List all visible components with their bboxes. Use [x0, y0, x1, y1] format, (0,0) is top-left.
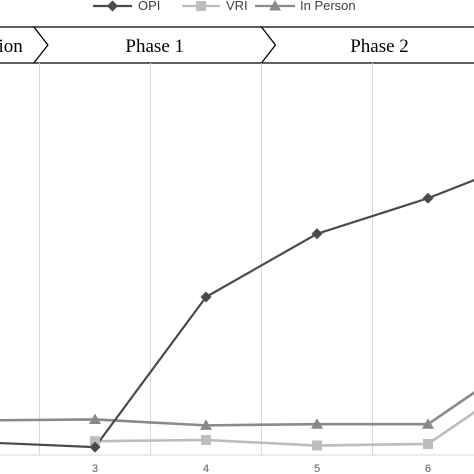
data-point — [311, 228, 323, 240]
legend-label: VRI — [226, 0, 248, 13]
data-point — [423, 438, 433, 449]
data-point — [200, 419, 212, 430]
legend-item: OPI — [93, 0, 160, 13]
x-tick-label: 3 — [92, 463, 98, 474]
phase-chevron — [260, 26, 474, 64]
data-point — [201, 434, 211, 445]
data-point — [422, 418, 434, 429]
x-tick-label: 6 — [425, 463, 431, 474]
x-tick-label: 4 — [203, 463, 209, 474]
x-tick-label: 5 — [314, 463, 320, 474]
legend-swatch-marker — [196, 1, 206, 11]
legend-item: VRI — [182, 0, 248, 13]
legend-swatch-marker — [107, 0, 118, 12]
data-point — [89, 441, 101, 453]
series-lines — [0, 179, 474, 449]
data-point — [89, 413, 101, 424]
series-line-opi — [0, 179, 474, 449]
data-point — [200, 291, 212, 303]
phase-label: tion — [0, 36, 23, 57]
data-point — [312, 440, 322, 451]
data-point — [422, 192, 434, 204]
legend-swatch-marker — [269, 0, 281, 11]
phase-band: tion Phase 1 Phase 2 — [0, 26, 474, 64]
legend-label: In Person — [300, 0, 356, 13]
data-point — [90, 436, 100, 447]
x-tick-labels: 3 4 5 6 — [92, 463, 431, 474]
series-line-vri — [94, 410, 474, 447]
phase-label: Phase 1 — [125, 36, 184, 57]
data-point — [311, 418, 323, 429]
gridlines — [39, 63, 373, 455]
series-line-in-person — [0, 391, 474, 427]
legend-label: OPI — [138, 0, 160, 13]
phase-label: Phase 2 — [350, 36, 409, 57]
legend-item: In Person — [255, 0, 356, 13]
series-markers — [89, 192, 434, 453]
legend: OPI VRI In Person — [93, 0, 356, 13]
